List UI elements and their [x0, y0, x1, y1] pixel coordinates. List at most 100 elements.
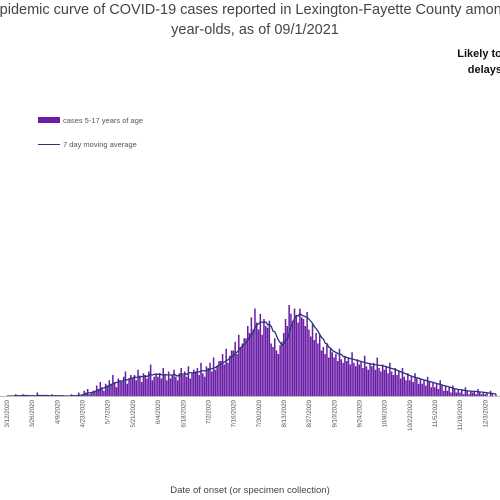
case-bar	[243, 338, 245, 396]
case-bar	[282, 333, 285, 396]
case-bar	[167, 371, 170, 396]
x-tick-label: 9/10/2020	[331, 399, 338, 427]
case-bar	[491, 394, 494, 396]
case-bar	[344, 355, 346, 396]
case-bar	[428, 382, 431, 396]
case-bar	[317, 343, 319, 396]
case-bar	[115, 387, 118, 396]
case-bar	[304, 326, 307, 396]
case-bar	[277, 354, 280, 396]
x-axis-label: Date of onset (or specimen collection)	[170, 485, 330, 496]
case-bar	[479, 392, 481, 396]
case-bar	[450, 392, 452, 396]
case-bar	[345, 361, 348, 396]
moving-average-line	[6, 312, 497, 397]
case-bar	[124, 371, 127, 396]
case-bar	[214, 369, 217, 396]
case-bar	[92, 390, 94, 396]
x-tick-label: 6/4/2020	[155, 399, 162, 424]
case-bar	[225, 348, 227, 396]
x-tick-label: 8/13/2020	[281, 399, 288, 427]
case-bar	[270, 343, 272, 396]
case-bar	[475, 394, 477, 396]
case-bar	[175, 376, 177, 396]
case-bar	[117, 378, 120, 396]
case-bar	[480, 394, 483, 396]
case-bar	[414, 373, 416, 396]
x-tick-label: 10/22/2020	[407, 399, 414, 431]
case-bar	[444, 385, 447, 396]
case-bar	[419, 378, 422, 396]
case-bar	[363, 355, 366, 396]
case-bar	[155, 373, 157, 396]
case-bar	[121, 382, 123, 396]
case-bar	[171, 375, 173, 396]
case-bar	[365, 366, 368, 396]
case-bar	[142, 373, 145, 396]
case-bar	[333, 357, 335, 396]
case-bar	[390, 371, 393, 396]
x-tick-label: 3/26/2020	[29, 399, 36, 427]
case-bar	[184, 371, 186, 396]
case-bar	[376, 357, 379, 396]
case-bar	[148, 371, 150, 396]
case-bar	[461, 389, 463, 396]
case-bar	[331, 352, 334, 396]
case-bar	[232, 350, 235, 396]
case-bar	[218, 361, 220, 396]
case-bar	[250, 317, 253, 396]
x-tick-label: 4/23/2020	[80, 399, 87, 427]
case-bar	[209, 362, 211, 396]
case-bar	[432, 382, 434, 396]
case-bar	[202, 373, 204, 396]
case-bar	[212, 357, 215, 396]
case-bar	[371, 366, 373, 396]
case-bar	[315, 333, 317, 396]
x-tick-labels: 3/12/2020 3/26/2020 4/9/2020 4/23/2020 5/7/2…	[4, 399, 489, 431]
case-bar	[135, 380, 138, 396]
case-bar	[374, 369, 377, 396]
case-bar	[308, 329, 310, 396]
case-bar	[326, 343, 328, 396]
case-bar	[468, 394, 470, 396]
case-bar	[193, 369, 195, 396]
case-bar	[101, 387, 103, 396]
x-tick-label: 8/27/2020	[306, 399, 313, 427]
case-bar	[443, 390, 445, 396]
case-bar	[112, 375, 114, 396]
case-bar	[293, 308, 296, 396]
case-bar	[405, 380, 407, 396]
case-bar	[139, 376, 141, 396]
case-bar	[477, 389, 479, 396]
case-bar	[495, 394, 497, 396]
x-tick-label: 7/2/2020	[205, 399, 212, 424]
case-bar	[340, 359, 343, 396]
case-bar	[403, 376, 406, 396]
case-bar	[309, 336, 312, 396]
bar-series	[14, 305, 497, 396]
case-bar	[137, 369, 139, 396]
case-bar	[439, 380, 441, 396]
case-bar	[324, 354, 326, 396]
case-bar	[486, 392, 488, 396]
case-bar	[408, 380, 411, 396]
case-bar	[297, 322, 299, 396]
case-bar	[430, 387, 432, 396]
case-bar	[113, 382, 116, 396]
case-bar	[229, 355, 231, 396]
case-bar	[281, 341, 283, 396]
case-bar	[153, 376, 156, 396]
case-bar	[453, 389, 456, 396]
case-bar	[110, 383, 112, 396]
case-bar	[207, 368, 209, 396]
case-bar	[261, 334, 263, 396]
legend-swatch-line	[38, 143, 60, 145]
x-tick-label: 5/21/2020	[130, 399, 137, 427]
x-tick-label: 10/8/2020	[382, 399, 389, 427]
case-bar	[227, 362, 229, 396]
case-bar	[291, 320, 294, 396]
case-bar	[421, 383, 423, 396]
case-bar	[272, 347, 274, 396]
case-bar	[311, 324, 314, 396]
